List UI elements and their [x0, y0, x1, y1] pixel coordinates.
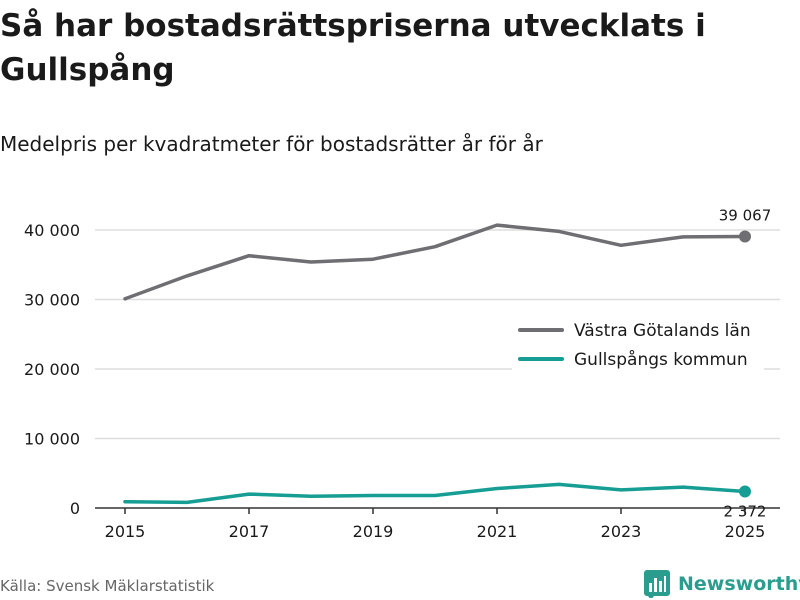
chart-subtitle: Medelpris per kvadratmeter för bostadsrä… [0, 132, 543, 156]
x-tick-label: 2025 [725, 522, 766, 541]
y-tick-label: 30 000 [24, 291, 80, 310]
x-tick-label: 2017 [229, 522, 270, 541]
x-tick-label: 2019 [353, 522, 394, 541]
end-value-label: 39 067 [719, 206, 772, 224]
chart-title: Så har bostadsrättspriserna utvecklats i… [0, 8, 706, 88]
source-note: Källa: Svensk Mäklarstatistik [0, 577, 215, 595]
legend-box [512, 314, 764, 374]
vastra-gotaland-line [123, 223, 747, 301]
y-tick-label: 40 000 [24, 221, 80, 240]
y-tick-label: 10 000 [24, 430, 80, 449]
legend-label: Västra Götalands län [574, 321, 751, 341]
brand-name: Newsworthy [678, 573, 800, 595]
gullspang-line-end-point [739, 485, 751, 498]
newsworthy-logo-icon [644, 570, 670, 598]
legend-label: Gullspångs kommun [574, 349, 748, 370]
x-tick-label: 2021 [477, 522, 518, 541]
x-tick-label: 2015 [105, 522, 146, 541]
end-value-label: 2 372 [724, 503, 767, 521]
brand-logo: Newsworthy [644, 568, 800, 600]
x-tick-label: 2023 [601, 522, 642, 541]
y-tick-label: 0 [70, 499, 80, 518]
gullspang-line [123, 482, 747, 505]
vastra-gotaland-line-end-point [739, 230, 751, 243]
y-tick-label: 20 000 [24, 360, 80, 379]
